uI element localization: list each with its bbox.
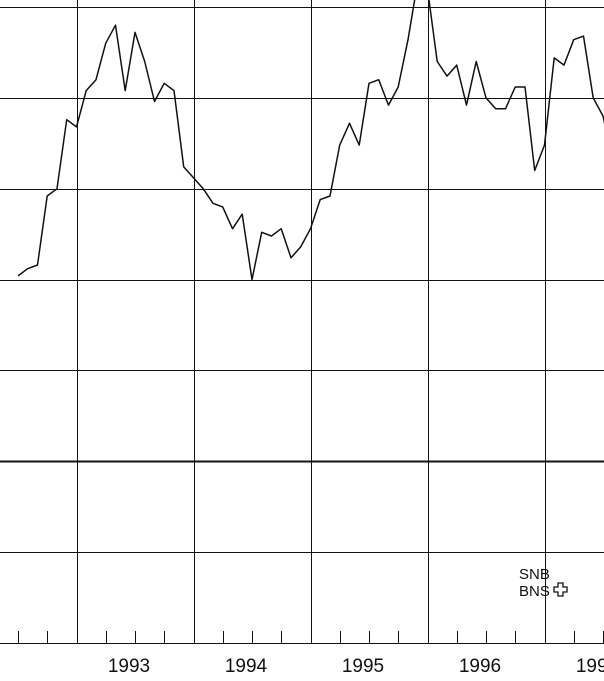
logo-text-bns: BNS <box>519 582 550 600</box>
logo-text-snb: SNB <box>519 566 550 583</box>
logo-line-2: BNS <box>519 582 568 600</box>
x-tick-label: 1997 <box>576 656 604 677</box>
grid <box>0 0 604 644</box>
snb-bns-logo: SNB BNS <box>519 567 568 600</box>
logo-line-1: SNB <box>519 567 568 582</box>
x-axis-labels: 1993 1994 1995 1996 1997 <box>108 656 604 677</box>
data-series-line <box>17 0 604 281</box>
x-tick-label: 1995 <box>342 656 384 677</box>
x-tick-label: 1993 <box>108 656 150 677</box>
x-tick-label: 1996 <box>459 656 501 677</box>
swiss-cross-icon <box>553 582 568 600</box>
x-tick-label: 1994 <box>225 656 268 677</box>
